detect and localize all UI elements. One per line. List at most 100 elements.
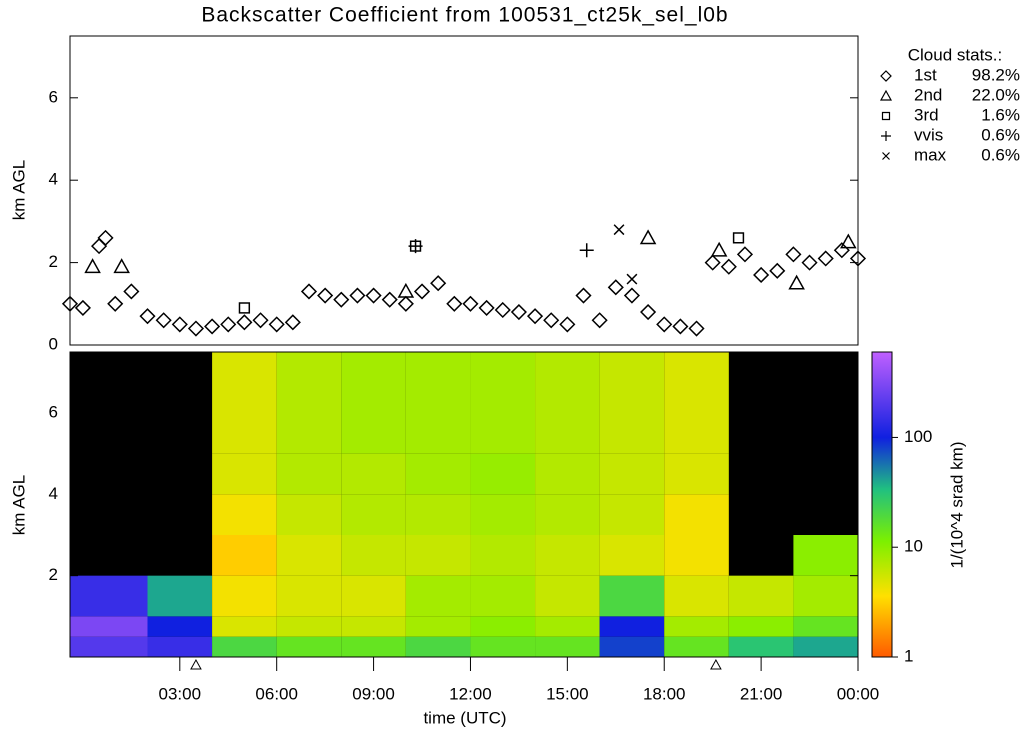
heat-cell [470,535,536,576]
x-tick-label: 21:00 [740,684,783,703]
heat-cell [535,616,600,637]
cloud-point [409,240,422,252]
cloud-point [220,316,237,333]
cloud-point [113,258,130,274]
heat-cell [212,352,277,413]
cloud-point [97,229,114,246]
legend-symbol [881,131,891,141]
heat-cell [341,453,406,495]
heat-cell [535,636,600,657]
heat-cell [599,494,665,535]
cloud-point [446,295,463,312]
x-tick-label: 06:00 [255,684,298,703]
heat-cell [212,616,277,637]
colorbar-label: 1/(10^4 srad km) [947,441,966,568]
x-tick-label: 00:00 [837,684,880,703]
heat-cell [470,413,536,454]
y-axis-label: km AGL [9,475,28,535]
heat-cell [793,636,858,657]
cloud-point [204,318,221,335]
cloud-point [91,238,108,255]
heat-cell [599,535,665,576]
cloud-point [672,318,689,335]
heat-cell [793,535,858,576]
heat-cell [147,616,213,637]
cloud-point [408,239,423,254]
y-tick-label: 4 [49,170,58,189]
heat-cell [212,636,277,657]
heat-cell [212,453,277,495]
cloud-point [710,241,728,257]
heat-cell [793,575,858,617]
heat-cell [341,352,406,413]
heat-cell [405,535,471,576]
heat-cell [599,616,665,637]
cloud-point [252,312,269,329]
heat-cell [341,535,406,576]
cloud-point [688,320,705,337]
cloud-point [526,308,544,325]
heat-cell [664,352,729,413]
cloud-point [333,291,350,308]
heat-cell [599,636,665,657]
cloud-point [817,250,834,267]
heat-cell [535,535,600,576]
cloud-point [397,295,414,312]
legend-name: max [914,145,947,164]
cloud-point [626,273,638,285]
heat-cell [405,453,471,495]
heat-cell [470,453,536,495]
heat-cell [535,453,600,495]
plot-frame [69,351,859,658]
heat-cell [405,413,471,454]
heat-cell [276,636,342,657]
colorbar-tick-label: 10 [904,537,923,556]
heat-cell [276,575,342,617]
legend-symbol [881,111,891,121]
heat-cell [341,494,406,535]
heat-cell [728,575,794,617]
heat-cell [664,636,729,657]
heat-cell [341,575,406,617]
cloud-point [656,316,673,333]
legend-name: 2nd [914,85,942,104]
cloud-point [559,316,576,333]
heat-cell [664,494,729,535]
x-tick-label: 15:00 [546,684,589,703]
heat-cell [70,636,148,657]
heat-cell [405,616,471,637]
heat-cell [276,535,342,576]
legend-value: 98.2% [972,65,1020,84]
plot-frame [69,35,859,346]
cloud-point [640,303,657,321]
cloud-point [462,295,479,312]
cloud-point [365,287,382,304]
y-tick-label: 6 [49,402,58,421]
legend-title: Cloud stats.: [908,45,1003,64]
heat-cell [664,535,729,576]
heat-cell [664,575,729,617]
heat-cell [793,616,858,637]
cloud-point [171,316,188,333]
heat-cell [405,575,471,617]
heat-cell [470,494,536,535]
cloud-point [769,262,786,279]
heat-cell [535,494,600,535]
cloud-point [753,266,770,284]
cloud-point [607,279,624,296]
heat-cell [147,575,213,617]
cloud-point [300,283,318,300]
legend-value: 1.6% [981,105,1020,124]
cloud-point [61,295,79,312]
heat-cell [212,575,277,617]
y-tick-label: 2 [49,252,58,271]
cloud-point [591,312,608,329]
legend-symbol [879,89,893,101]
event-marker [190,658,202,670]
legend-value: 0.6% [981,145,1020,164]
legend-value: 0.6% [981,125,1020,144]
event-marker [710,658,722,670]
cloud-point [430,275,447,292]
heat-cell [728,616,794,637]
